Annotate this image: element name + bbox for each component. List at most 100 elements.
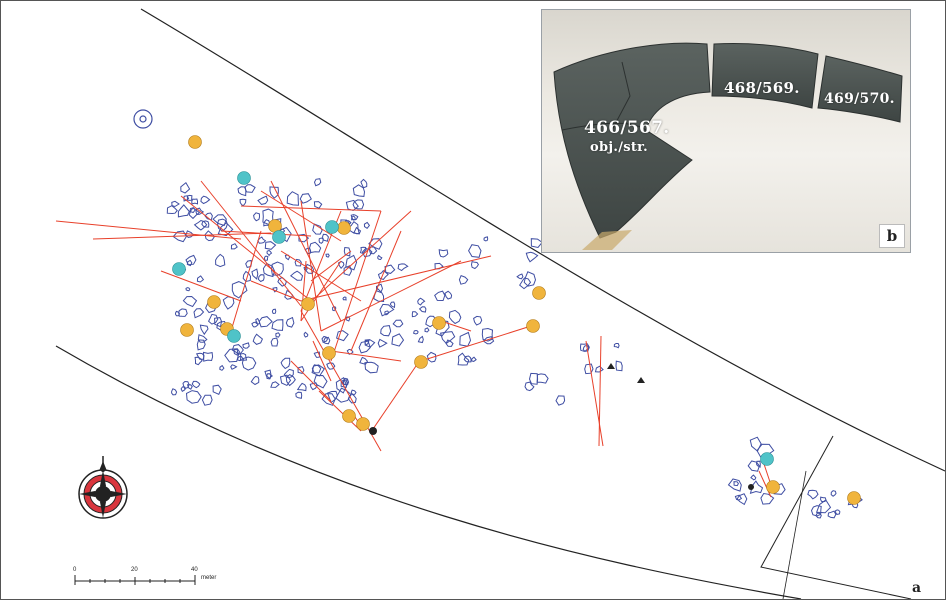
feature-outline [224, 348, 239, 363]
feature-outline [377, 270, 389, 281]
refit-line [300, 260, 307, 322]
feature-outline [810, 505, 822, 517]
feature-outline [313, 178, 322, 187]
refit-line [300, 200, 322, 332]
feature-outline [200, 195, 211, 205]
sherd-point-cyan [172, 262, 186, 276]
boundary-line-north [140, 8, 945, 472]
feature-outline [262, 262, 276, 278]
feature-outline [283, 368, 294, 379]
feature-outline [285, 373, 296, 387]
feature-outline [271, 319, 284, 331]
sherd-point-cyan [272, 230, 286, 244]
scale-tick-20: 20 [131, 567, 138, 573]
sherd-point-cyan [760, 452, 774, 466]
feature-outline [530, 238, 543, 249]
feature-outline [459, 331, 472, 347]
feature-outline [439, 331, 456, 345]
feature-outline [280, 357, 291, 370]
trench-outline-inner [782, 470, 807, 599]
feature-outline [231, 281, 248, 299]
feature-ring [133, 109, 153, 129]
feature-outline [326, 390, 338, 404]
feature-outline [182, 380, 190, 390]
refit-line [230, 230, 262, 332]
feature-outline [264, 241, 277, 250]
refit-line [240, 205, 382, 212]
feature-outline [397, 263, 409, 272]
sherd-point-cyan [227, 329, 241, 343]
feature-outline [392, 319, 404, 328]
feature-outline [360, 178, 368, 189]
feature-outline [233, 348, 241, 356]
feature-outline [332, 306, 337, 312]
refit-line [440, 320, 472, 332]
feature-outline [201, 394, 213, 406]
feature-outline [185, 390, 202, 404]
feature-outline [258, 316, 273, 328]
compass-rose-icon [78, 469, 128, 519]
refit-line [330, 350, 402, 362]
feature-outline [186, 259, 193, 267]
feature-outline [342, 296, 347, 301]
feature-outline [166, 205, 178, 215]
sherd-468 [711, 42, 819, 109]
feature-outline [193, 219, 208, 231]
refit-line [310, 250, 352, 282]
feature-outline [215, 253, 226, 268]
feature-outline [199, 324, 209, 336]
feature-outline [212, 384, 222, 395]
feature-outline [250, 375, 260, 386]
refit-line [160, 270, 242, 302]
feature-outline [594, 365, 604, 373]
refit-line [92, 232, 272, 240]
feature-outline [193, 308, 205, 319]
feature-outline [230, 364, 238, 370]
feature-outline [524, 381, 535, 392]
refit-line [55, 220, 242, 240]
feature-outline [438, 249, 449, 258]
feature-outline [358, 340, 371, 354]
feature-outline [525, 251, 539, 263]
refit-line [372, 365, 417, 430]
feature-outline [214, 317, 223, 328]
feature-outline [321, 335, 329, 344]
feature-outline [760, 492, 775, 505]
refit-line [300, 260, 342, 322]
feature-outline [389, 301, 396, 309]
feature-outline [251, 268, 259, 280]
feature-outline [820, 496, 827, 503]
feature-outline [582, 345, 590, 353]
refit-line [585, 340, 604, 447]
inset-photo-panel: 466/567. obj./str. 468/569. 469/570. b [541, 9, 911, 253]
refit-line [330, 210, 382, 362]
feature-outline [195, 207, 205, 216]
feature-outline [750, 474, 757, 481]
pottery-sherds-photo [553, 42, 903, 250]
refit-line [318, 390, 362, 432]
feature-outline [313, 374, 328, 389]
feature-outline [266, 373, 274, 380]
feature-outline [174, 310, 181, 317]
feature-outline [321, 233, 329, 242]
refit-line [200, 180, 302, 307]
feature-outline [483, 236, 489, 242]
feature-outline [255, 317, 261, 325]
feature-outline [180, 181, 191, 194]
sherd-point-orange [526, 319, 540, 333]
feature-outline [318, 237, 324, 244]
feature-outline [309, 382, 318, 391]
sherd-point-orange [847, 491, 861, 505]
sherd-point-orange [301, 297, 315, 311]
feature-outline [343, 246, 351, 257]
feature-outline [391, 333, 405, 347]
feature-outline [736, 493, 748, 506]
feature-outline [171, 200, 180, 208]
feature-outline [615, 360, 623, 372]
sherd-point-orange [180, 323, 194, 337]
feature-outline [827, 510, 837, 519]
feature-outline [755, 460, 761, 468]
sherd-point-orange [532, 286, 546, 300]
feature-outline [296, 382, 307, 392]
sherd-point-orange [414, 355, 428, 369]
